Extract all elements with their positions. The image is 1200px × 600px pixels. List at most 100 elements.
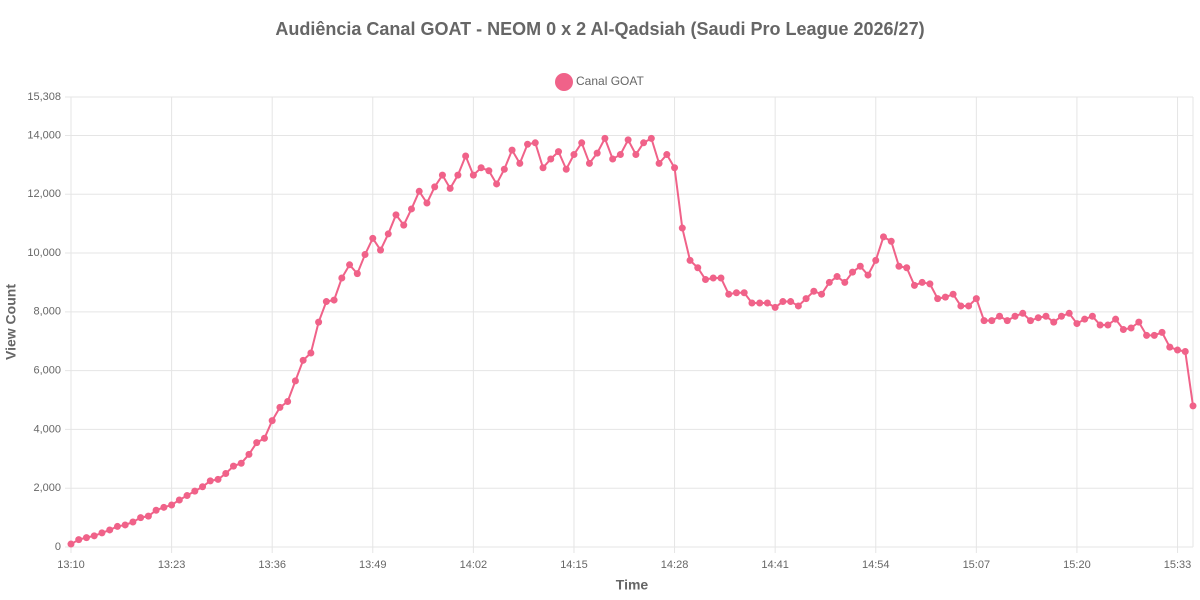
data-point	[1003, 317, 1011, 325]
data-point	[75, 536, 83, 544]
data-point	[485, 167, 493, 175]
data-point	[671, 164, 679, 172]
data-point	[547, 155, 555, 163]
data-point	[90, 532, 98, 540]
data-point	[655, 159, 663, 167]
data-point	[1065, 309, 1073, 317]
x-tick-label: 14:02	[460, 559, 488, 571]
x-tick-label: 15:20	[1063, 559, 1091, 571]
data-point	[702, 275, 710, 283]
data-point	[1181, 348, 1189, 356]
data-point	[756, 299, 764, 307]
data-line	[70, 135, 1194, 545]
x-tick-label: 14:54	[862, 559, 890, 571]
data-point	[1096, 321, 1104, 329]
data-point	[841, 278, 849, 286]
data-point	[276, 403, 284, 411]
data-point	[268, 417, 276, 425]
data-point	[578, 139, 586, 147]
data-point	[717, 274, 725, 282]
data-point	[1057, 312, 1065, 320]
data-point	[810, 287, 818, 295]
x-tick-label: 15:07	[963, 559, 991, 571]
data-point	[199, 483, 207, 491]
data-point	[1104, 321, 1112, 329]
data-point	[222, 470, 230, 478]
data-point	[516, 159, 524, 167]
data-point	[957, 302, 965, 310]
x-tick-label: 14:15	[560, 559, 588, 571]
y-tick-label: 10,000	[27, 247, 61, 259]
data-point	[879, 233, 887, 241]
data-point	[137, 514, 145, 522]
data-point	[1019, 309, 1027, 317]
data-point	[446, 184, 454, 192]
data-point	[965, 302, 973, 310]
data-point	[531, 139, 539, 147]
data-point	[438, 171, 446, 179]
data-point	[168, 501, 176, 509]
data-point	[415, 187, 423, 195]
data-point	[508, 146, 516, 154]
data-point	[377, 246, 385, 254]
data-point	[493, 180, 501, 188]
data-point	[640, 139, 648, 147]
data-point	[895, 262, 903, 270]
y-axis-title: View Count	[3, 284, 19, 360]
data-point	[113, 522, 121, 530]
data-point	[949, 290, 957, 298]
x-tick-label: 13:49	[359, 559, 387, 571]
data-point	[996, 312, 1004, 320]
data-point	[678, 224, 686, 232]
data-point	[763, 299, 771, 307]
data-point	[856, 262, 864, 270]
data-point	[353, 270, 361, 278]
data-point	[1158, 328, 1166, 336]
data-point	[1011, 312, 1019, 320]
y-tick-label: 2,000	[33, 482, 61, 494]
y-tick-label: 8,000	[33, 306, 61, 318]
data-point	[307, 349, 315, 357]
data-point	[1050, 318, 1058, 326]
data-point	[887, 237, 895, 245]
data-point	[732, 289, 740, 297]
data-point	[469, 171, 477, 179]
data-point	[106, 526, 114, 534]
data-point	[632, 151, 640, 159]
data-point	[1189, 402, 1197, 410]
data-point	[284, 397, 292, 405]
data-point	[1042, 312, 1050, 320]
chart-title: Audiência Canal GOAT - NEOM 0 x 2 Al-Qad…	[275, 19, 924, 39]
data-point	[1174, 346, 1182, 354]
data-point	[663, 151, 671, 159]
data-point	[229, 462, 237, 470]
data-point	[864, 271, 872, 279]
data-point	[152, 506, 160, 514]
data-point	[206, 477, 214, 485]
data-point	[237, 459, 245, 467]
data-point	[462, 152, 470, 160]
data-point	[802, 295, 810, 303]
data-point	[253, 439, 261, 447]
data-point	[1112, 315, 1120, 323]
data-point	[1127, 324, 1135, 332]
y-tick-label: 0	[55, 541, 61, 553]
data-point	[369, 234, 377, 242]
data-point	[98, 529, 106, 537]
legend-marker	[555, 73, 573, 91]
data-point	[972, 295, 980, 303]
data-point	[825, 278, 833, 286]
data-point	[346, 261, 354, 269]
data-point	[988, 317, 996, 325]
data-point	[400, 221, 408, 229]
data-point	[431, 183, 439, 191]
data-point	[1119, 325, 1127, 333]
data-point	[1135, 318, 1143, 326]
data-point	[67, 540, 75, 548]
data-point	[903, 264, 911, 272]
data-point	[980, 317, 988, 325]
data-point	[709, 274, 717, 282]
data-point	[407, 205, 415, 213]
data-point	[872, 256, 880, 264]
y-tick-label: 15,308	[27, 91, 61, 103]
